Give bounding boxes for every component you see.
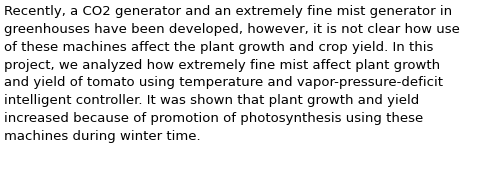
Text: Recently, a CO2 generator and an extremely fine mist generator in
greenhouses ha: Recently, a CO2 generator and an extreme… [4,5,460,143]
